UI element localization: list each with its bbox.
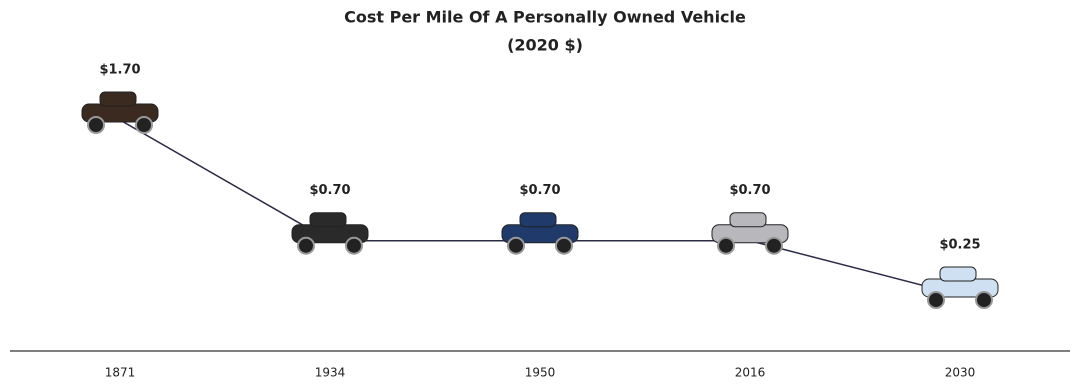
x-tick-label: 1950 bbox=[525, 366, 556, 380]
wheel bbox=[135, 116, 153, 134]
value-label: $0.70 bbox=[729, 183, 770, 198]
x-tick-label: 1871 bbox=[105, 366, 136, 380]
vehicle-cabin bbox=[99, 91, 137, 107]
value-label: $0.25 bbox=[939, 238, 980, 253]
wheel bbox=[555, 236, 573, 255]
chart-subtitle: (2020 $) bbox=[507, 36, 583, 55]
wheel bbox=[717, 236, 735, 255]
vehicle-cabin bbox=[519, 212, 557, 228]
wheel bbox=[345, 236, 363, 255]
wheel bbox=[975, 291, 993, 309]
value-label: $0.70 bbox=[309, 183, 350, 198]
vehicle-cabin bbox=[939, 266, 977, 282]
vehicle-marker bbox=[81, 91, 159, 134]
x-tick-label: 2016 bbox=[735, 366, 766, 380]
vehicle-marker bbox=[921, 266, 999, 309]
line bbox=[119, 119, 961, 296]
wheel bbox=[507, 236, 525, 255]
value-label: $0.70 bbox=[519, 183, 560, 198]
vehicle-marker bbox=[711, 212, 789, 255]
chart-title: Cost Per Mile Of A Personally Owned Vehi… bbox=[344, 8, 746, 27]
value-label: $1.70 bbox=[99, 63, 140, 78]
wheel bbox=[297, 236, 315, 255]
vehicle-cabin bbox=[309, 212, 347, 228]
vehicle-cabin bbox=[729, 212, 767, 228]
x-tick-label: 1934 bbox=[315, 366, 346, 380]
x-tick-label: 2030 bbox=[945, 366, 976, 380]
wheel bbox=[927, 291, 945, 309]
wheel bbox=[765, 236, 783, 255]
wheel bbox=[87, 116, 105, 134]
vehicle-marker bbox=[501, 212, 579, 255]
vehicle-marker bbox=[291, 212, 369, 255]
